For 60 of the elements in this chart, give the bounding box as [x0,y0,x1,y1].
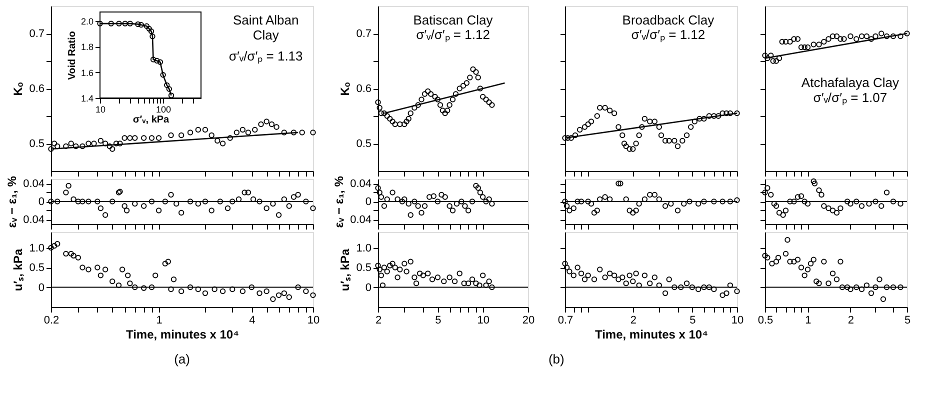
x-tick-label: 2 [848,314,854,326]
annotation: σ′ᵥ/σ′ₚ = 1.12 [631,27,706,44]
x-axis-title: Time, minutes x 10⁴ [126,328,240,342]
y-axis-title: u′ₛ, kPa [11,248,26,292]
y-tick-label: 0 [365,282,372,294]
x-tick-label: 0.7 [558,314,574,326]
y-tick-label: 0.6 [29,83,44,95]
annotation: Broadback Clay [622,12,715,28]
x-tick-label: 20 [522,314,535,326]
y-tick-label: 1.8 [80,42,94,52]
y-axis-title: εᵥ − ε₁, % [5,176,20,228]
y-tick-label: 0 [365,196,372,208]
y-tick-label: 0.7 [356,28,372,40]
x-tick-label: 1 [805,314,812,326]
x-tick-label: 5 [904,314,911,326]
y-tick-label: 0.5 [29,262,44,274]
y-axis-title: Kₒ [11,82,26,96]
text: (a) [174,352,190,366]
x-tick-label: 5 [690,314,696,326]
x-tick-label: 0.5 [758,314,774,326]
y-tick-label: 1.4 [80,94,94,104]
x-tick-label: 5 [435,314,442,326]
annotation: σ′ᵥ/σ′ₚ = 1.12 [416,27,490,44]
y-tick-label: 0.04 [350,178,372,190]
y-axis-title: εᵥ − ε₁, % [332,176,346,228]
y-tick-label: 0.04 [23,214,44,226]
y-tick-label: 0 [38,196,44,208]
x-tick-label: 10 [731,314,744,326]
x-tick-label: 2 [375,314,382,326]
y-axis-title: Void Ratio [66,31,78,80]
y-axis-title: Kₒ [338,82,352,96]
annotation: Saint Alban Clay [232,12,299,42]
x-tick-label: 10 [477,314,490,326]
y-tick-label: 0.5 [356,262,372,274]
annotation: Batiscan Clay [413,12,494,28]
x-tick-label: 4 [249,314,256,326]
x-axis-title: σ′ᵥ, kPa [132,114,170,126]
x-tick-label: 10 [307,314,320,326]
x-tick-label: 10 [95,104,106,114]
y-tick-label: 0 [38,282,44,294]
annotation: Atchafalaya Clay [801,74,900,90]
x-tick-label: 2 [630,314,636,326]
y-tick-label: 0.6 [356,83,372,95]
y-tick-label: 1.6 [80,68,94,78]
y-tick-label: 0.04 [350,214,372,226]
x-tick-label: 1 [156,314,162,326]
y-tick-label: 0.5 [356,138,372,150]
annotation: σ′ᵥ/σ′ₚ = 1.13 [228,48,303,65]
annotation: σ′ᵥ/σ′ₚ = 1.07 [813,90,888,106]
y-tick-label: 0.04 [23,178,44,190]
y-tick-label: 0.5 [29,138,44,150]
y-tick-label: 1.0 [356,242,372,254]
y-tick-label: 0.7 [29,28,44,40]
x-axis-title: Time, minutes x 10⁴ [594,328,708,342]
y-axis-title: u′ₛ, kPa [338,248,352,292]
y-tick-label: 2.0 [80,16,94,26]
x-tick-label: 0.2 [44,314,60,326]
x-tick-label: 100 [156,104,172,114]
y-tick-label: 1.0 [29,242,44,254]
text: (b) [548,352,564,366]
